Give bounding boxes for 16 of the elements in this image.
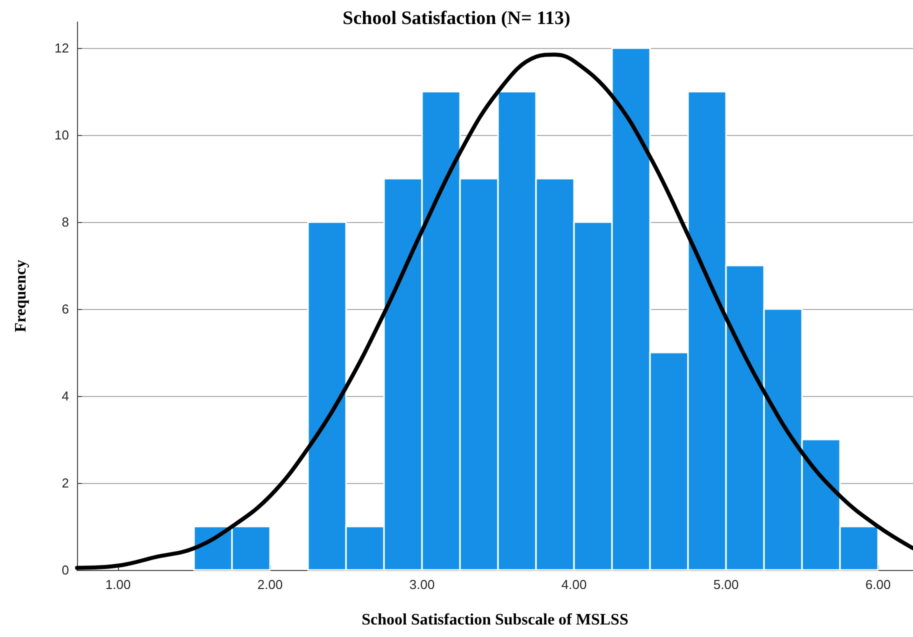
x-tick-label: 5.00 [713,577,739,592]
x-tick-label: 4.00 [561,577,587,592]
y-tick-label: 10 [54,128,69,143]
x-tick-label: 2.00 [257,577,283,592]
x-axis-title: School Satisfaction Subscale of MSLSS [362,612,628,628]
x-tick-label: 3.00 [409,577,435,592]
y-tick-label: 12 [54,40,69,56]
y-tick-label: 6 [62,302,69,317]
y-tick-label: 0 [62,562,69,578]
y-tick-label: 2 [62,476,69,491]
chart-title: School Satisfaction (N= 113) [342,8,570,29]
y-tick-label: 4 [62,388,69,404]
y-axis-title: Frequency [12,260,30,332]
y-tick-label: 8 [62,214,69,230]
x-tick-label: 6.00 [865,577,891,592]
x-tick-label: 1.00 [105,577,131,592]
